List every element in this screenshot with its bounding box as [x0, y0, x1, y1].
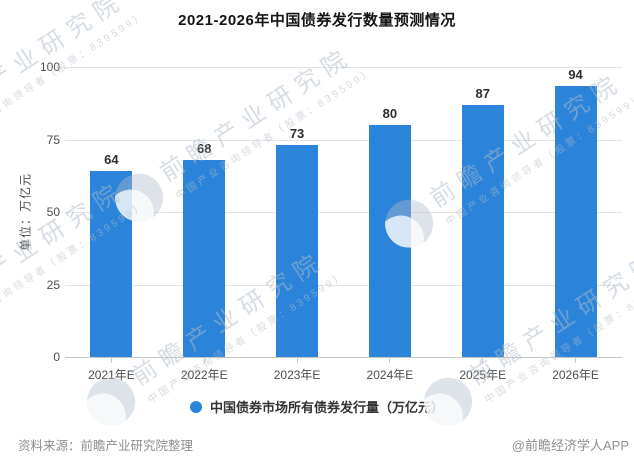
- bar-column: 94: [529, 67, 622, 357]
- y-tick-label: 75: [46, 133, 60, 147]
- bar-column: 80: [343, 67, 436, 357]
- x-axis-line: [65, 357, 622, 358]
- gridline-75: [65, 140, 622, 141]
- x-cell: 2024年E: [343, 358, 436, 383]
- bar-column: 87: [436, 67, 529, 357]
- y-tick-label: 0: [53, 350, 60, 364]
- x-cell: 2023年E: [251, 358, 344, 383]
- bar-value-label: 68: [197, 140, 212, 156]
- bar-2021[interactable]: [90, 171, 133, 357]
- x-cell: 2025年E: [436, 358, 529, 383]
- bar-2022[interactable]: [183, 159, 226, 357]
- bar-column: 73: [251, 67, 344, 357]
- legend: 中国债券市场所有债券发行量（万亿元）: [0, 397, 634, 416]
- x-tick-label: 2025年E: [459, 368, 507, 382]
- x-tick: [296, 358, 298, 363]
- bar-2025[interactable]: [461, 104, 504, 357]
- x-tick-label: 2024年E: [366, 368, 414, 382]
- chart-title: 2021-2026年中国债券发行数量预测情况: [178, 12, 456, 29]
- legend-marker-icon[interactable]: [189, 400, 202, 413]
- x-cell: 2022年E: [158, 358, 251, 383]
- bar-2026[interactable]: [554, 86, 597, 357]
- y-tick-label: 50: [46, 205, 60, 219]
- bar-value-label: 94: [568, 67, 583, 82]
- y-tick-label: 100: [39, 60, 60, 74]
- x-cell: 2021年E: [65, 358, 158, 383]
- source-note: 资料来源：前瞻产业研究院整理: [18, 439, 194, 453]
- x-tick-label: 2021年E: [88, 368, 135, 382]
- plot-area: 64 68 73 80 87 94: [65, 67, 622, 357]
- bar-value-label: 73: [289, 126, 305, 142]
- bar-column: 64: [65, 67, 158, 357]
- x-tick: [203, 358, 205, 363]
- x-tick-label: 2022年E: [180, 368, 228, 382]
- bar-2023[interactable]: [276, 145, 319, 357]
- bar-value-label: 87: [475, 85, 490, 101]
- gridline-50: [65, 212, 622, 213]
- bar-value-label: 80: [382, 106, 398, 121]
- bar-2024[interactable]: [368, 125, 411, 357]
- gridline-100: [65, 67, 622, 68]
- y-axis-name: 单位：万亿元: [18, 172, 33, 252]
- app-credit: @前瞻经济学人APP: [511, 438, 629, 453]
- bar-value-label: 64: [104, 152, 119, 168]
- x-axis: 2021年E 2022年E 2023年E 2024年E 2025年E 2026年…: [65, 358, 622, 383]
- bar-column: 68: [158, 67, 251, 357]
- x-tick: [389, 358, 391, 363]
- x-tick-label: 2023年E: [273, 368, 321, 382]
- legend-label[interactable]: 中国债券市场所有债券发行量（万亿元）: [209, 400, 444, 415]
- x-tick: [110, 358, 112, 363]
- x-tick: [482, 358, 484, 363]
- x-tick: [575, 358, 577, 363]
- gridline-25: [65, 285, 622, 286]
- y-tick-label: 25: [46, 278, 60, 292]
- x-cell: 2026年E: [529, 358, 622, 383]
- x-tick-label: 2026年E: [552, 368, 599, 382]
